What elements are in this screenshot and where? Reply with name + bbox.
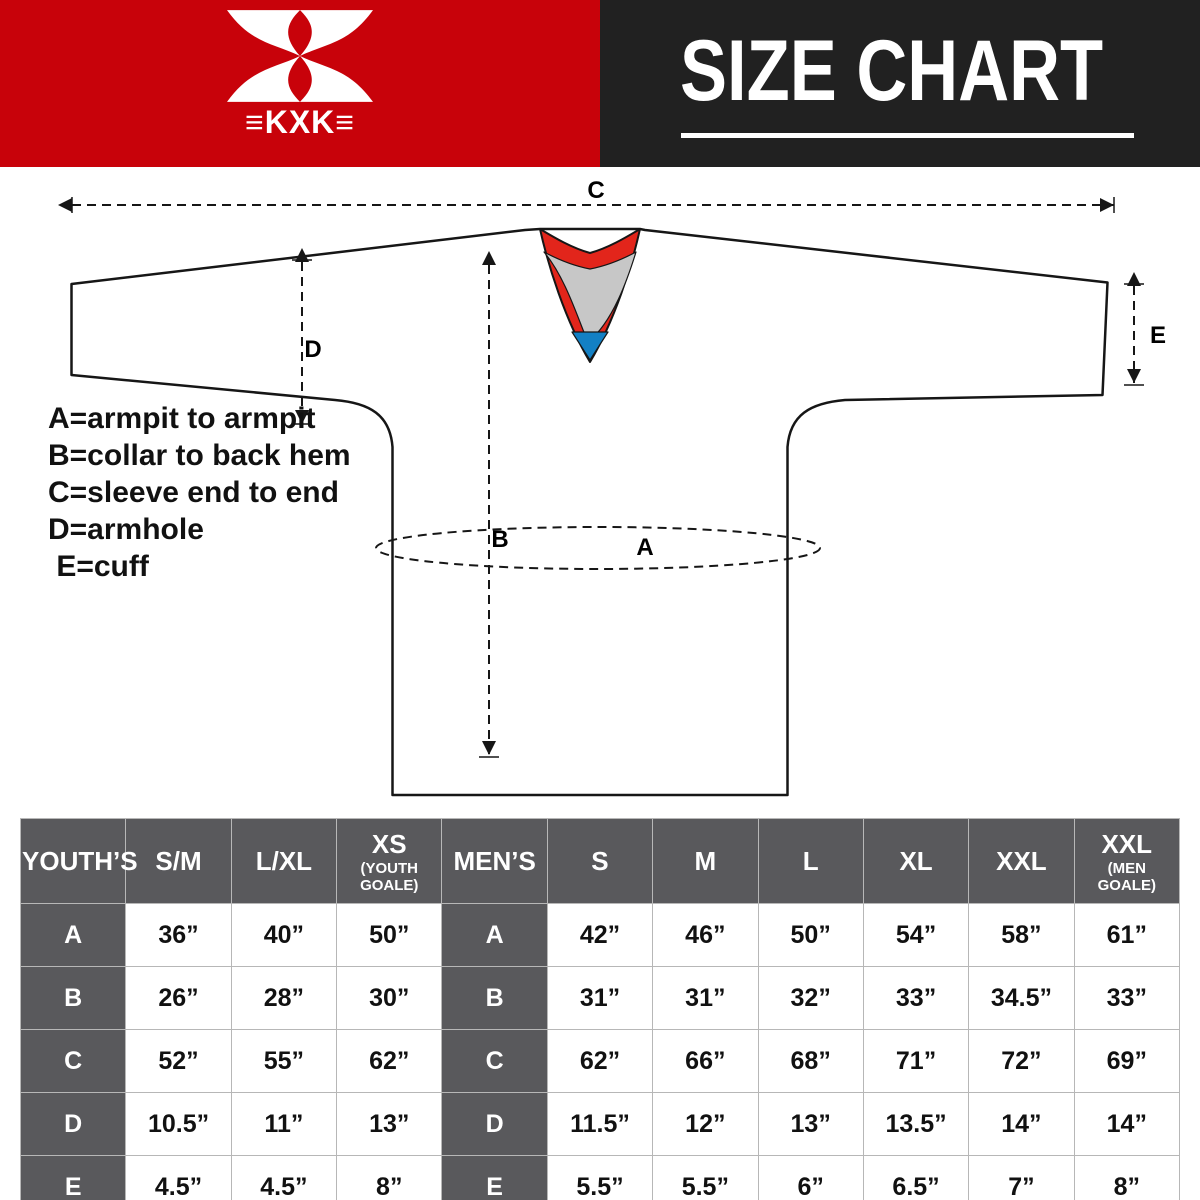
svg-text:A: A bbox=[636, 534, 653, 561]
svg-text:D: D bbox=[304, 336, 321, 363]
svg-text:C: C bbox=[587, 177, 604, 204]
svg-text:E: E bbox=[1150, 322, 1166, 349]
